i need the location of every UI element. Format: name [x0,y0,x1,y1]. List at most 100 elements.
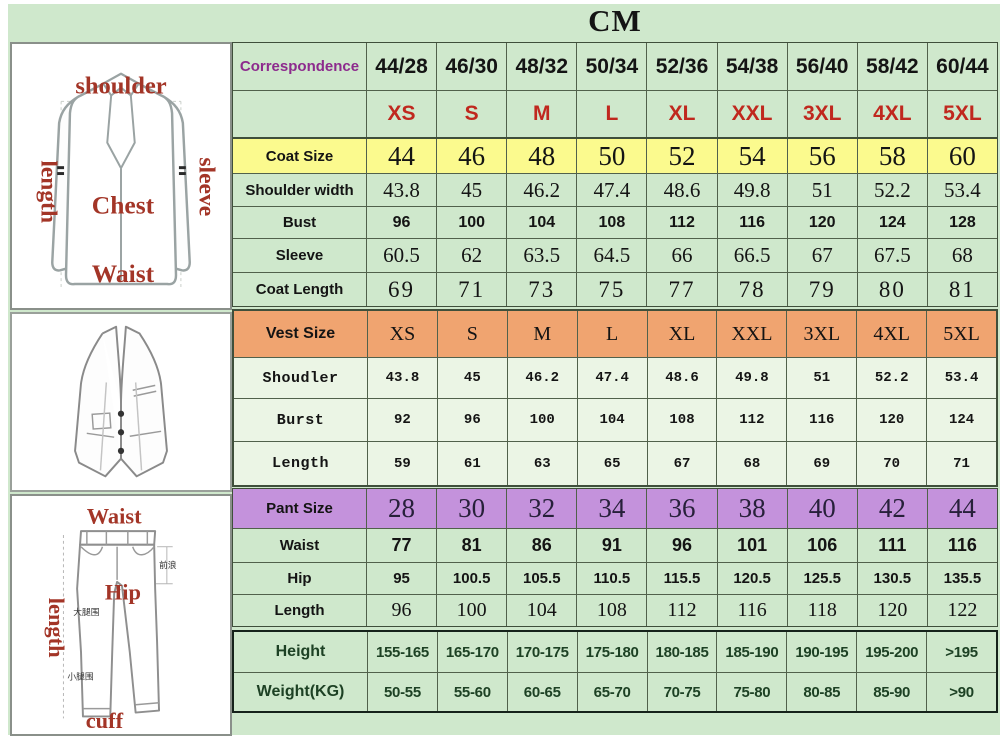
cell-value: 70-75 [646,673,717,711]
cell-value: 49.8 [716,174,787,206]
table-row: Hip 95 100.5 105.5 110.5 115.5 120.5 125.5 130.5… [233,562,997,594]
cell-value: 67 [646,442,717,485]
row-label: Pant Size [266,500,333,517]
cell-value: 45 [436,358,507,398]
table-row: Length 59 61 63 65 67 68 69 70 71 [234,441,996,485]
cell-value: 52.2 [856,358,926,398]
cell-value: 34 [576,489,646,528]
row-label: Weight(KG) [256,683,345,700]
cell-value: 51 [786,358,856,398]
cell-value: 120 [786,207,857,238]
cell-value: 155-165 [367,632,437,672]
cell-value: 3XL [786,91,857,137]
cell-value: 106 [786,529,857,562]
cell-value: 80-85 [786,673,856,711]
vest-details [86,382,162,471]
cell-value: 44 [926,489,997,528]
cell-value: 60/44 [926,43,997,90]
cell-value: 43.8 [366,174,436,206]
table-row: Weight(KG) 50-55 55-60 60-65 65-70 70-75 75-80… [234,672,996,711]
cell-value: 110.5 [576,563,646,594]
cell-value: 77 [366,529,436,562]
table-row: Bust 96 100 104 108 112 116 120 124 128 [233,206,997,238]
cell-value: 75 [576,273,646,306]
cell-value: 69 [786,442,856,485]
cell-value: 80 [856,273,927,306]
cell-value: 58/42 [856,43,927,90]
jacket-collar [101,72,141,281]
cell-value: 36 [646,489,716,528]
table-row: Shoudler 43.8 45 46.2 47.4 48.6 49.8 51 52.2 53.4 [234,357,996,398]
cell-value: 54 [716,139,787,173]
cell-value: 49.8 [716,358,786,398]
cell-value: 69 [366,273,436,306]
cell-value: 165-170 [436,632,507,672]
table-row: Coat Size 44 46 48 50 52 54 56 58 60 [233,139,997,173]
cell-value: 92 [367,399,437,441]
table-section: Correspondence 44/28 46/30 48/32 50/34 52/36 5… [232,42,998,138]
cell-value: 48/32 [506,43,576,90]
cell-value: 112 [646,207,716,238]
measure-mark [57,166,186,176]
table-row: Coat Length 69 71 73 75 77 78 79 80 81 [233,272,997,306]
cell-value: 78 [716,273,787,306]
cell-value: 118 [786,595,857,626]
cell-value: 71 [436,273,506,306]
cell-value: 79 [786,273,857,306]
table-row: Sleeve 60.5 62 63.5 64.5 66 66.5 67 67.5 68 [233,238,997,272]
vest-diagram-panel [10,312,232,492]
cell-value: 101 [716,529,787,562]
cell-value: 66.5 [716,239,787,272]
cell-value: 96 [436,399,507,441]
cell-value: 112 [716,399,786,441]
cell-value: 63.5 [506,239,576,272]
cell-value: L [576,91,646,137]
jacket-illustration: shoulder length sleeve Chest Waist [35,72,219,289]
cell-value: 116 [716,595,787,626]
cell-value: 5XL [926,91,997,137]
table-row: Length 96 100 104 108 112 116 118 120 122 [233,594,997,626]
cell-value: 30 [436,489,506,528]
cell-value: 95 [366,563,436,594]
table-section: Pant Size 28 30 32 34 36 38 40 42 44 Waist 77 81 86 91… [232,488,998,627]
cell-value: 175-180 [576,632,647,672]
cell-value: 190-195 [786,632,856,672]
table-section: Vest Size XS S M L XL XXL 3XL 4XL 5XL Shoudler 43.8… [232,309,998,487]
cell-value: 67 [786,239,857,272]
cell-value: 53.4 [926,174,997,206]
cell-value: XS [367,311,437,357]
cell-value: XXL [716,311,786,357]
cell-value: 100 [436,595,506,626]
jacket-waist-label: Waist [92,259,155,288]
cell-value: S [436,311,507,357]
row-label: Length [271,455,329,472]
table-section: Height 155-165 165-170 170-175 175-180 180-18… [232,630,998,713]
cell-value: 85-90 [856,673,926,711]
cell-value: 47.4 [576,174,646,206]
row-label: Shoulder width [245,181,354,199]
cell-value: 71 [926,442,996,485]
vest-body [74,325,168,478]
cell-value: 44 [366,139,436,173]
row-label: Height [275,643,326,660]
cell-value: 52/36 [646,43,716,90]
cell-value: 4XL [856,311,926,357]
cell-value: 115.5 [646,563,716,594]
table-section: Coat Size 44 46 48 50 52 54 56 58 60 Shoulder widt… [232,138,998,307]
vest-illustration [74,325,168,478]
cell-value: 67.5 [856,239,927,272]
row-label: Hip [287,570,312,587]
jacket-length-label: length [35,160,61,223]
cell-value: 120 [856,595,927,626]
table-row: Height 155-165 165-170 170-175 175-180 180-18… [234,632,996,672]
cell-value: 108 [576,595,646,626]
cell-value: S [436,91,506,137]
jacket-shoulder-label: shoulder [75,73,166,100]
cell-value: 86 [506,529,576,562]
cell-value: 125.5 [786,563,857,594]
cell-value: 108 [646,399,717,441]
cell-value: 56/40 [786,43,857,90]
cell-value: >90 [926,673,996,711]
cell-value: 58 [856,139,927,173]
cell-value: 5XL [926,311,996,357]
